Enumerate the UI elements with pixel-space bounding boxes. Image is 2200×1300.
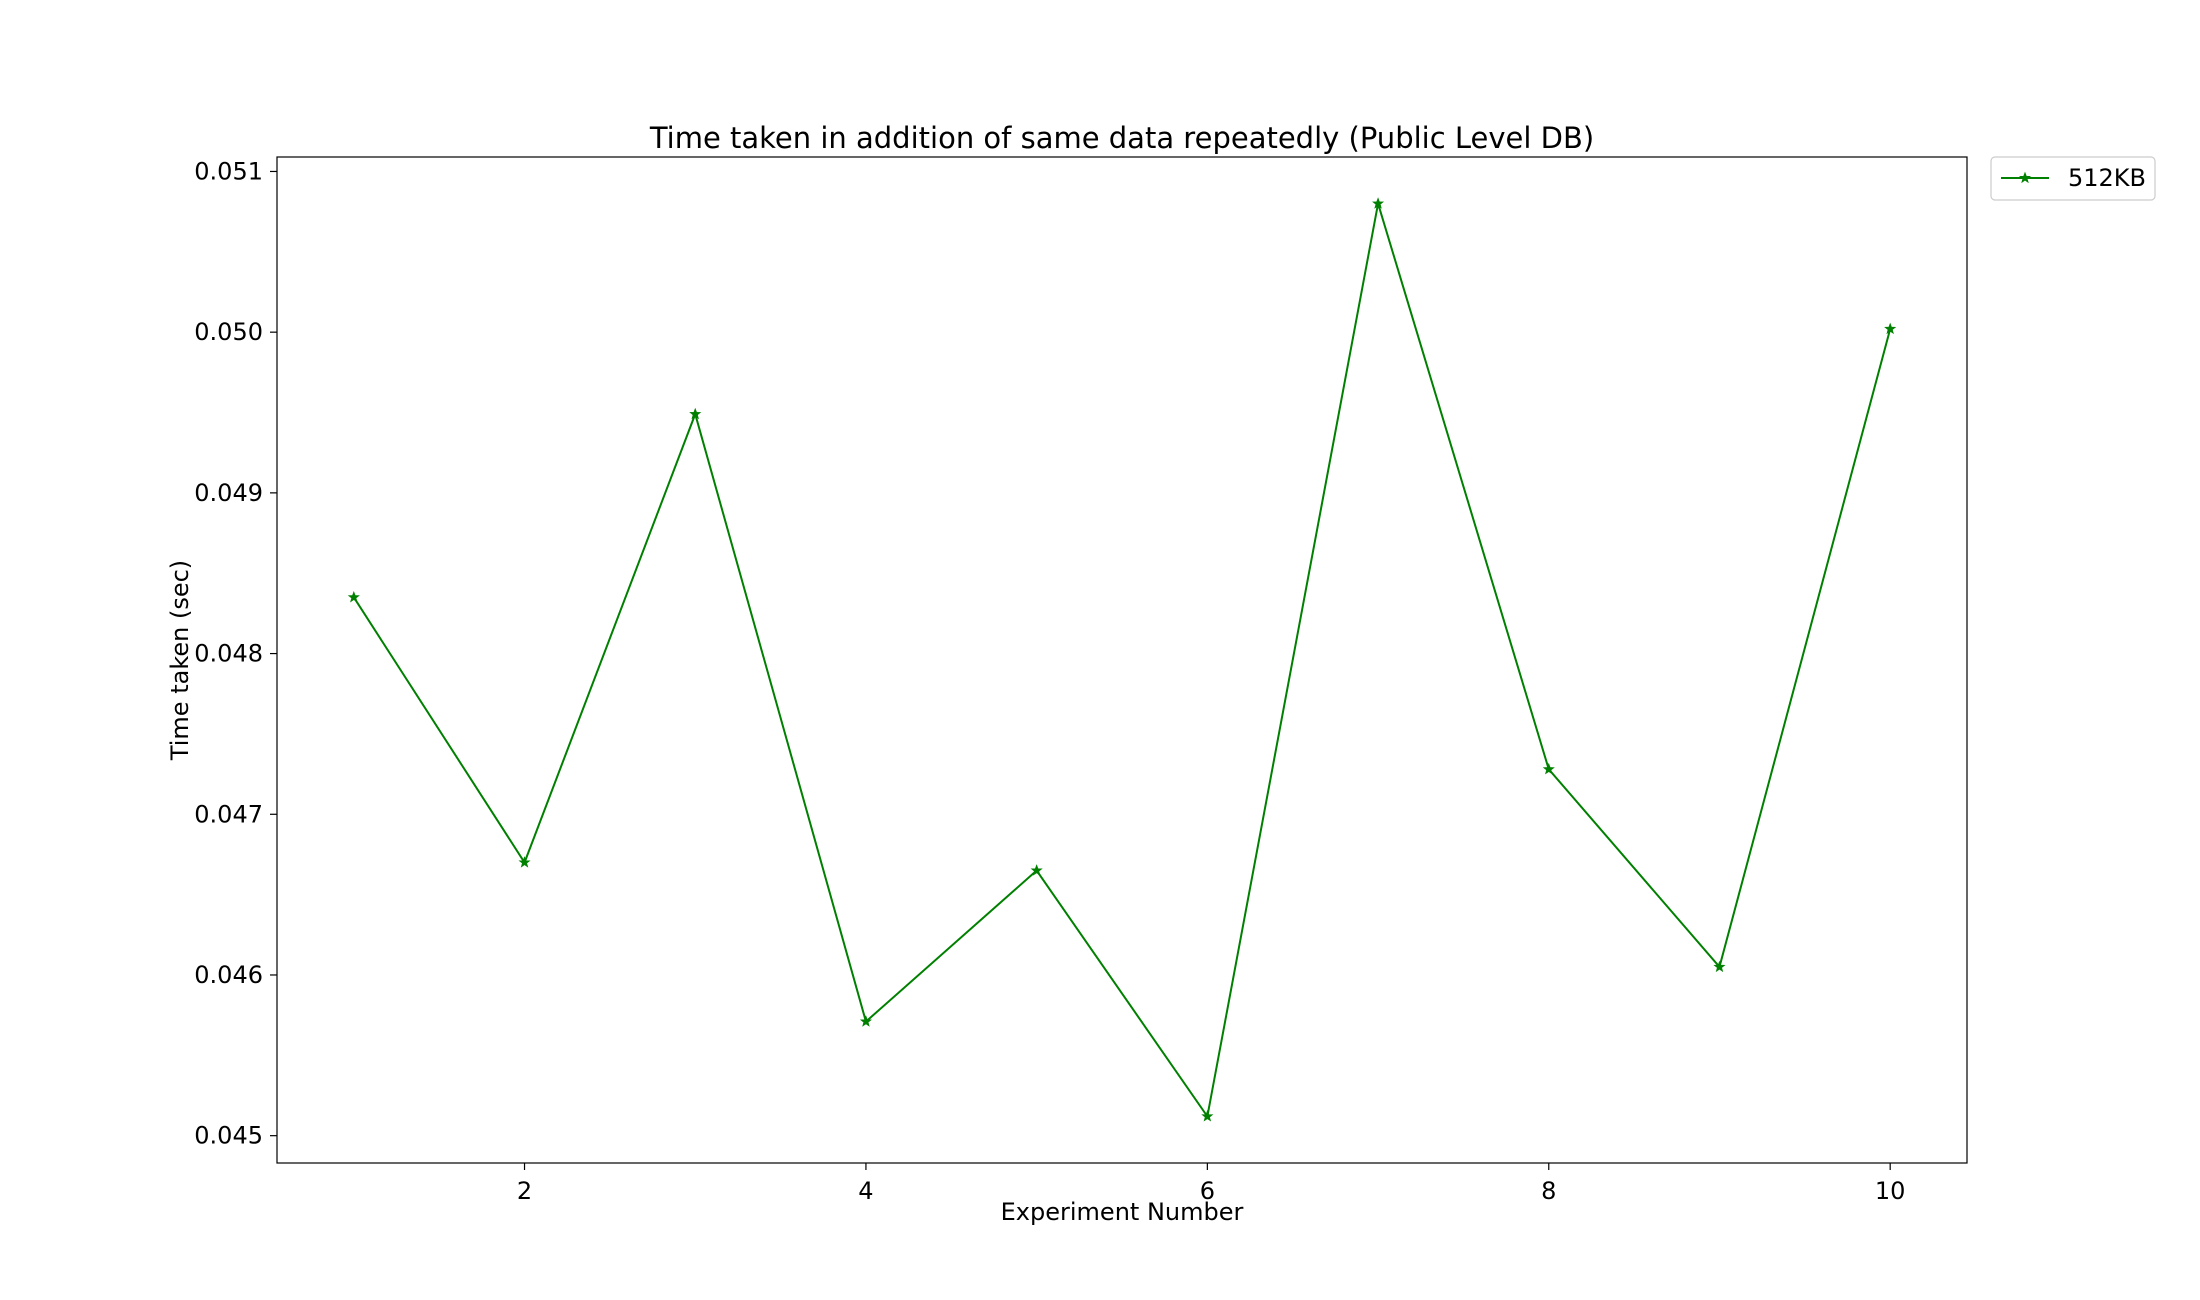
y-tick-label: 0.049 (194, 479, 263, 507)
data-point (347, 590, 360, 603)
data-point (689, 407, 702, 420)
legend-star-icon (2018, 171, 2032, 184)
chart-title: Time taken in addition of same data repe… (649, 121, 1594, 155)
y-tick-label: 0.051 (194, 157, 263, 185)
legend-frame (1990, 156, 2156, 201)
data-point (1030, 864, 1043, 876)
data-point (1372, 197, 1385, 209)
legend-label-512kb: 512KB (2068, 164, 2146, 192)
data-point (1713, 960, 1726, 973)
y-tick-label: 0.045 (194, 1122, 263, 1150)
data-point (1201, 1110, 1214, 1122)
legend-marker-512kb (2018, 171, 2032, 184)
y-tick-label: 0.047 (194, 800, 263, 828)
y-axis: 0.045 0.046 0.047 0.048 0.049 0.050 0.051 (194, 157, 277, 1150)
series-line-0 (352, 203, 1892, 1119)
y-tick-label: 0.046 (194, 961, 263, 989)
series-layer (347, 197, 1897, 1122)
data-point (1542, 762, 1555, 775)
x-tick-label: 2 (517, 1177, 532, 1205)
x-axis: 2 4 6 8 10 (517, 1163, 1906, 1205)
x-tick-label: 4 (858, 1177, 873, 1205)
x-tick-label: 8 (1541, 1177, 1556, 1205)
plot-area (276, 156, 1968, 1164)
x-tick-label: 6 (1200, 1177, 1215, 1205)
data-point (859, 1015, 872, 1027)
x-axis-label: Experiment Number (1001, 1198, 1244, 1226)
data-point (1884, 322, 1897, 335)
plot-frame (276, 156, 1968, 1164)
x-tick-label: 10 (1875, 1177, 1906, 1205)
legend: 512KB (1990, 156, 2156, 201)
y-axis-label: Time taken (sec) (166, 560, 194, 761)
data-point (518, 856, 531, 868)
y-tick-label: 0.050 (194, 318, 263, 346)
y-tick-label: 0.048 (194, 640, 263, 668)
